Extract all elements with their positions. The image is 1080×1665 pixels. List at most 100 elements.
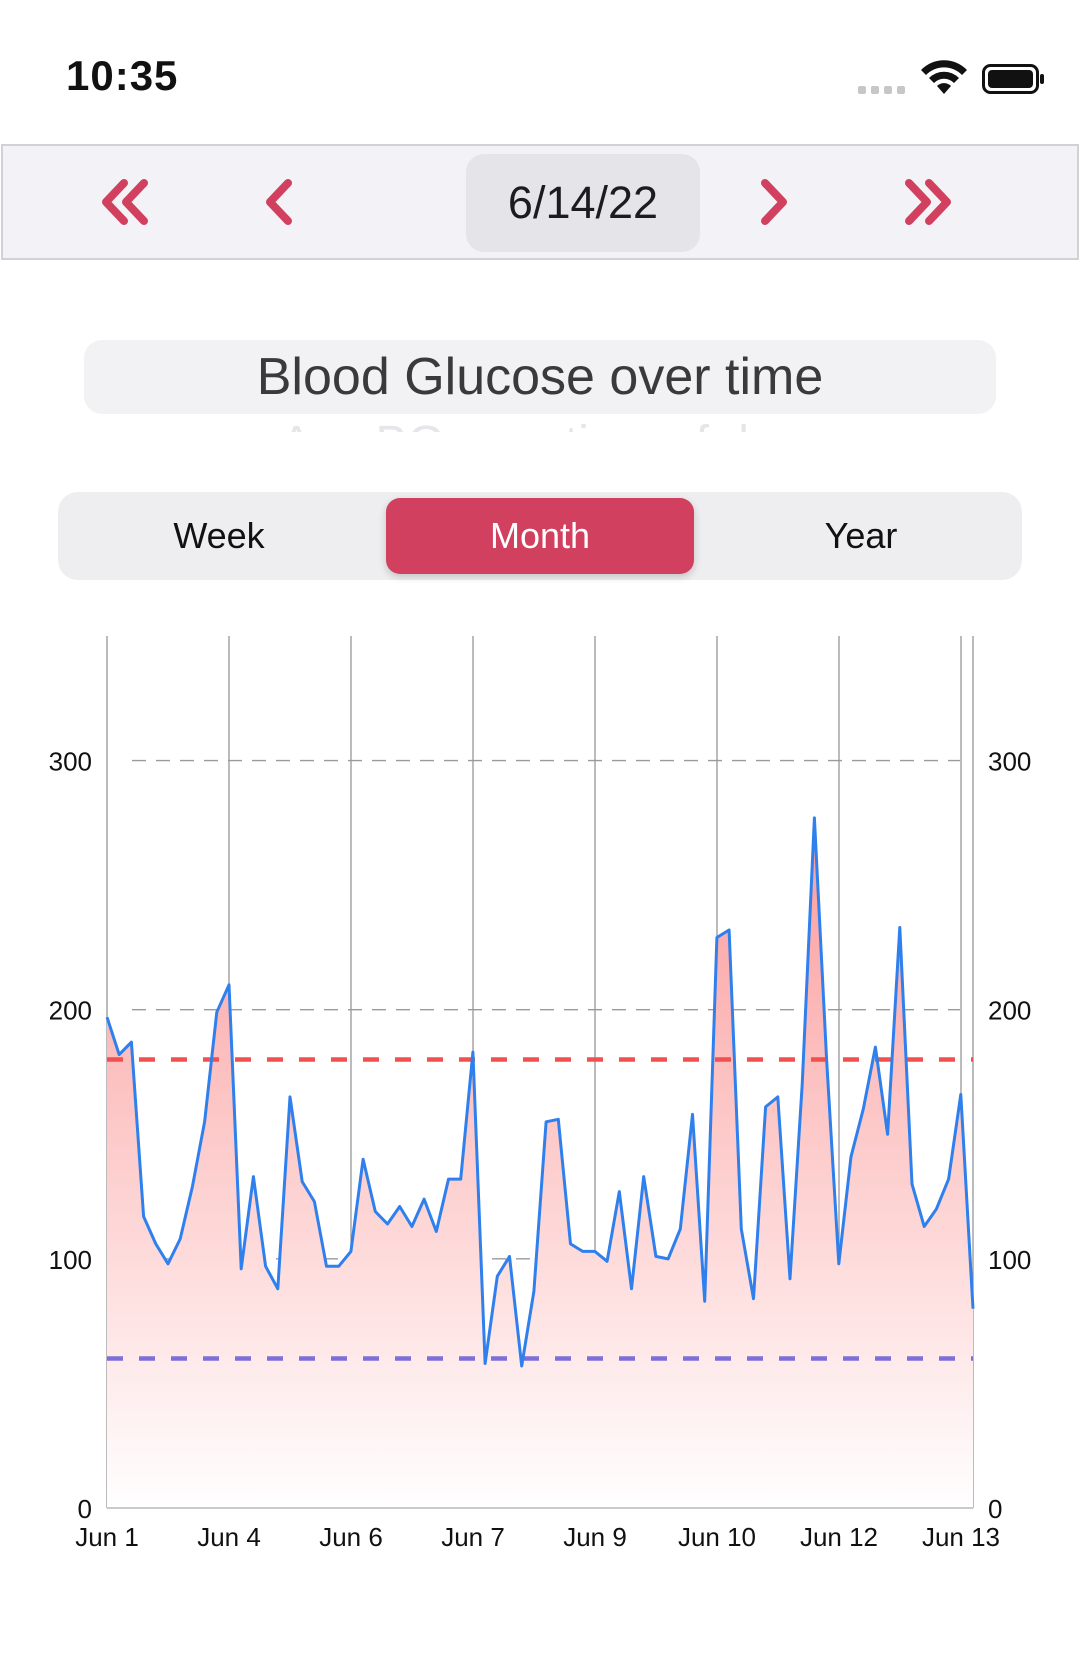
data-point [642,1175,646,1179]
y-tick-label-right: 200 [988,996,1031,1026]
data-point [410,1225,414,1229]
data-point [483,1362,487,1366]
x-tick-label: Jun 7 [441,1522,505,1552]
data-point [861,1107,865,1111]
data-point [495,1274,499,1278]
data-point [373,1210,377,1214]
data-point [678,1227,682,1231]
data-point [825,1058,829,1062]
segment-week[interactable]: Week [173,515,265,556]
data-point [117,1053,121,1057]
data-point [873,1045,877,1049]
y-tick-label-right: 100 [988,1245,1031,1275]
data-point [178,1237,182,1241]
data-point [849,1155,853,1159]
data-point [739,1227,743,1231]
data-point [617,1190,621,1194]
data-point [166,1262,170,1266]
chevron-right-icon [761,179,787,225]
blood-glucose-chart: 0 0 100 100 200 200 300 300 Jun 1 Jun 4 Jun 6 Jun … [49,636,1031,1552]
data-point [325,1264,329,1268]
data-point [654,1254,658,1258]
y-tick-label-left: 300 [49,747,92,777]
chart-subtitle: Avg BG over time of day [84,414,996,432]
data-point [508,1254,512,1258]
x-tick-label: Jun 12 [800,1522,878,1552]
data-point [386,1222,390,1226]
data-point [812,816,816,820]
data-point [398,1205,402,1209]
data-point [947,1177,951,1181]
x-tick-label: Jun 1 [75,1522,139,1552]
data-point [276,1287,280,1291]
segment-month[interactable]: Month [386,498,694,574]
data-point [349,1249,353,1253]
data-point [910,1182,914,1186]
data-point [971,1307,975,1311]
data-point [264,1264,268,1268]
data-point [544,1120,548,1124]
data-point [288,1095,292,1099]
data-point [703,1299,707,1303]
glucose-series-line [105,816,975,1368]
next-day-button[interactable] [738,172,808,232]
y-tick-label-right: 300 [988,747,1031,777]
time-range-segmented-control: Week Month Year [58,492,1022,580]
x-tick-label: Jun 9 [563,1522,627,1552]
data-point [800,1083,804,1087]
data-point [715,936,719,940]
chevron-left-icon [266,179,292,225]
data-point [105,1015,109,1019]
data-point [605,1259,609,1263]
status-bar: 10:35 [0,0,1080,140]
x-tick-label: Jun 13 [922,1522,1000,1552]
y-tick-label-right: 0 [988,1494,1002,1524]
data-point [337,1264,341,1268]
data-point [471,1050,475,1054]
data-point [691,1112,695,1116]
y-tick-label-left: 200 [49,996,92,1026]
next-month-button[interactable] [894,172,964,232]
data-point [532,1289,536,1293]
data-point [776,1095,780,1099]
segment-year[interactable]: Year [824,515,898,556]
data-point [569,1242,573,1246]
wifi-icon [921,60,967,94]
data-point [361,1157,365,1161]
data-point [434,1230,438,1234]
data-point [752,1297,756,1301]
date-picker-button[interactable]: 6/14/22 [466,154,700,252]
data-point [898,926,902,930]
data-point [922,1225,926,1229]
data-point [630,1287,634,1291]
data-point [837,1262,841,1266]
data-point [727,928,731,932]
previous-month-button[interactable] [89,172,159,232]
data-point [203,1120,207,1124]
cellular-signal-icon [858,86,905,94]
data-point [459,1177,463,1181]
double-chevron-right-icon [905,179,951,225]
glucose-area-fill [107,817,973,1508]
data-point [215,1010,219,1014]
double-chevron-left-icon [102,179,148,225]
data-point [129,1040,133,1044]
previous-day-button[interactable] [245,172,315,232]
data-point [239,1267,243,1271]
x-tick-label: Jun 6 [319,1522,383,1552]
data-point [556,1117,560,1121]
data-point [764,1105,768,1109]
y-tick-label-left: 100 [49,1245,92,1275]
data-point [886,1132,890,1136]
data-point [666,1257,670,1261]
data-point [312,1200,316,1204]
data-point [190,1185,194,1189]
y-tick-label-left: 0 [78,1494,92,1524]
x-tick-label: Jun 4 [197,1522,261,1552]
data-point [959,1092,963,1096]
data-point [142,1215,146,1219]
data-point [422,1197,426,1201]
x-tick-label: Jun 10 [678,1522,756,1552]
data-point [520,1364,524,1368]
